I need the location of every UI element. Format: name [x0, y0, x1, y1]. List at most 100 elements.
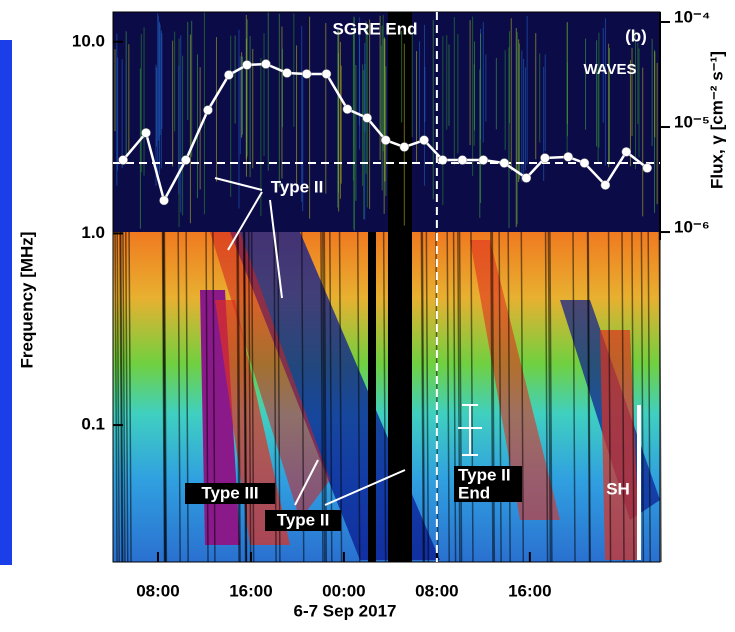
spectrogram-streak: [446, 231, 450, 563]
y-tick-label: 1.0: [81, 223, 105, 242]
spectrogram-streak: [205, 231, 209, 563]
spectrogram-high: [113, 12, 660, 232]
spectrogram-streak: [212, 231, 216, 563]
flux-point: [224, 70, 234, 80]
x-tick-label: 00:00: [322, 581, 365, 600]
spectrogram-streak: [547, 231, 552, 563]
annotation: Type II: [271, 177, 324, 196]
spectrogram-streak: [125, 231, 129, 563]
y-tick-label: 10.0: [72, 31, 105, 50]
data-gap: [368, 232, 376, 562]
flux-point: [203, 105, 213, 115]
annotation: Type III: [201, 483, 258, 502]
flux-point: [579, 158, 590, 168]
spectrogram-streak: [161, 231, 166, 563]
spectrogram-streak: [116, 231, 120, 563]
annotation: (b): [625, 26, 647, 45]
spectrogram-streak: [458, 231, 463, 563]
spectrogram-streak: [631, 231, 635, 563]
x-axis-label: 6-7 Sep 2017: [293, 601, 396, 620]
flux-point: [301, 69, 312, 79]
flux-point: [563, 152, 573, 162]
flux-point: [600, 180, 611, 190]
spectrogram-streak: [162, 231, 167, 563]
y2-tick-label: 10⁻⁴: [674, 7, 710, 26]
spectrogram-streak: [322, 231, 326, 563]
spectrogram-streak: [243, 231, 248, 563]
flux-point: [282, 68, 292, 78]
spectrogram-streak: [277, 231, 281, 563]
spectrogram-streak: [607, 231, 612, 563]
spectrogram-streak: [323, 231, 328, 563]
spectrogram-streak: [425, 231, 430, 563]
annotation: WAVES: [583, 61, 636, 78]
type3-burst: [200, 290, 240, 545]
flux-point: [478, 155, 489, 165]
y2-tick-label: 10⁻⁵: [674, 113, 710, 132]
spectrogram-streak: [572, 231, 576, 563]
spectrogram-streak: [507, 231, 511, 563]
flux-point: [457, 155, 468, 165]
spectrogram-streak: [185, 231, 189, 563]
annotation: Type II: [458, 465, 511, 484]
annotation: End: [458, 483, 490, 502]
flux-point: [342, 104, 353, 114]
spectrogram-streak: [371, 231, 376, 563]
flux-point: [540, 153, 550, 163]
spectrogram-streak: [119, 231, 123, 563]
plot-frame: [112, 11, 661, 563]
spectrogram-streak: [640, 231, 645, 563]
spectrogram-streak: [237, 231, 241, 563]
label-box: [185, 483, 275, 504]
spectrogram-streak: [122, 231, 126, 563]
flux-point: [261, 59, 271, 69]
spectrogram-streak: [457, 231, 461, 563]
x-tick-label: 08:00: [415, 581, 458, 600]
spectrogram-streak: [356, 231, 361, 563]
flux-point: [380, 135, 391, 145]
flux-point: [181, 155, 191, 165]
annotation: SGRE End: [332, 19, 417, 38]
spectrogram-streak: [491, 231, 496, 563]
flux-point: [399, 142, 410, 152]
arrows: [214, 177, 406, 506]
spectrogram-streak: [236, 231, 240, 563]
spectrogram-streak: [273, 231, 277, 563]
spectrogram-streak: [452, 231, 457, 563]
spectrogram-streak: [329, 231, 333, 563]
type2-end-marker: [458, 404, 482, 456]
flux-point: [499, 158, 510, 168]
spectrogram-streak: [120, 231, 124, 563]
type2-drift: [210, 232, 330, 520]
spectrogram-streak: [587, 231, 591, 563]
flux-point: [118, 155, 128, 165]
spectrogram-streak: [544, 231, 549, 563]
data-gap: [388, 12, 412, 562]
spectrogram-streak: [490, 231, 494, 563]
y-tick-label: 0.1: [81, 415, 105, 434]
spectrogram-streak: [114, 231, 118, 563]
x-tick-label: 08:00: [136, 581, 179, 600]
flux-point: [141, 128, 151, 138]
spectrogram-streak: [396, 231, 400, 563]
x-tick-label: 16:00: [508, 581, 551, 600]
spectrogram-streak: [420, 231, 425, 563]
spectrogram-streak: [177, 231, 181, 563]
flux-point: [642, 163, 652, 173]
label-box: [265, 510, 341, 531]
flux-point: [242, 60, 252, 70]
spectrogram: [112, 12, 662, 563]
flux-point: [521, 173, 532, 183]
annotation: Type II: [277, 510, 330, 529]
y2-tick-label: 10⁻⁶: [674, 218, 710, 237]
flux-point: [159, 195, 169, 206]
spectrogram-streak: [549, 231, 553, 563]
flux-point: [437, 155, 448, 165]
flux-point: [419, 135, 429, 145]
spectrogram-streak: [621, 231, 625, 563]
spectrogram-streak: [647, 231, 651, 563]
spectrogram-streak: [338, 231, 343, 563]
spectrogram-streak: [470, 231, 474, 563]
y-axis-label: Frequency [MHz]: [17, 232, 36, 369]
